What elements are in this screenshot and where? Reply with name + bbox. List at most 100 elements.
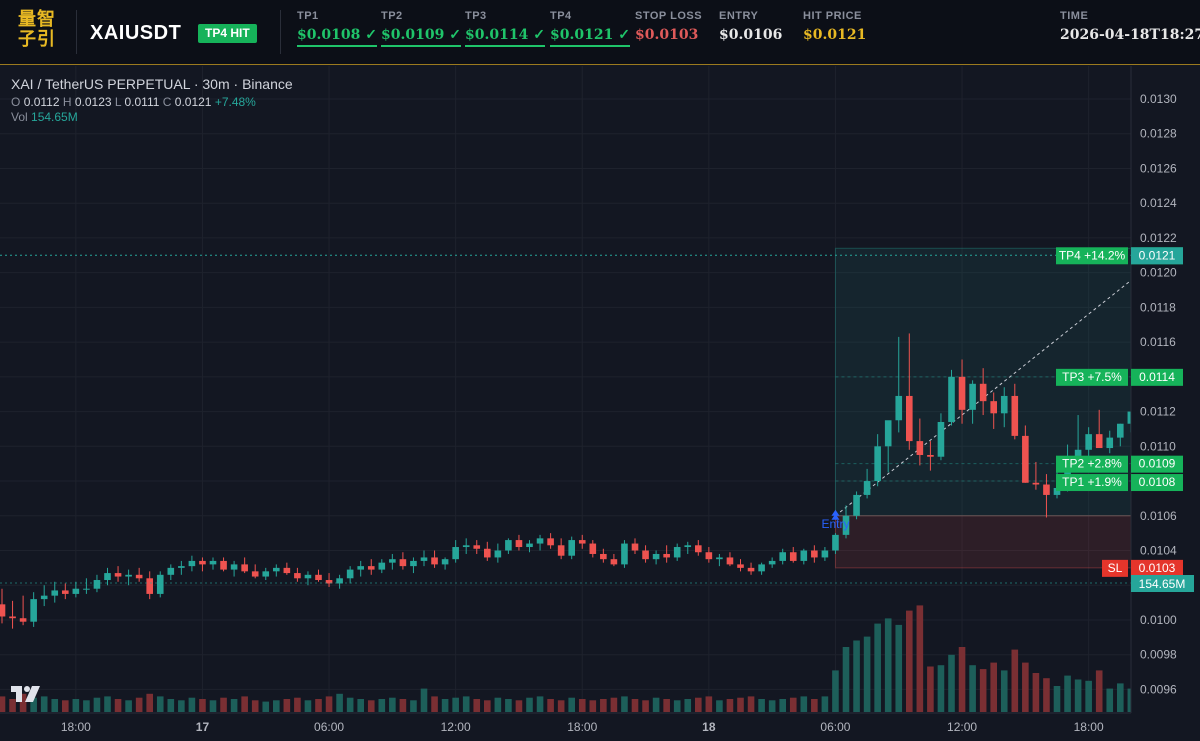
- candle-body: [51, 590, 59, 596]
- candle-body: [906, 395, 913, 442]
- level-tag: [1056, 247, 1128, 265]
- candle-body: [747, 567, 755, 572]
- volume-bar: [420, 688, 428, 712]
- volume-bar: [178, 700, 185, 712]
- price-tick-label: 0.0096: [1140, 682, 1177, 696]
- volume-bar: [526, 697, 533, 712]
- volume-readout: Vol 154.65M: [11, 110, 78, 124]
- volume-bar: [1117, 683, 1124, 712]
- time-tick-label: 06:00: [820, 720, 850, 734]
- price-tick-label: 0.0104: [1140, 544, 1177, 558]
- price-tick-label: 0.0106: [1140, 509, 1177, 523]
- volume-bar: [505, 699, 512, 712]
- volume-bar: [114, 699, 122, 712]
- volume-bar: [948, 654, 955, 712]
- candle-body: [336, 578, 343, 584]
- volume-bar: [156, 696, 164, 712]
- candle-body: [93, 580, 101, 589]
- candle-body: [610, 559, 618, 565]
- volume-bar: [874, 623, 881, 712]
- candle-body: [262, 571, 270, 577]
- volume-bar: [484, 700, 491, 712]
- volume-bar: [853, 640, 860, 712]
- volume-bar: [716, 700, 723, 712]
- candle-body: [188, 560, 196, 567]
- candle-body: [695, 545, 702, 553]
- logo-text: 量智: [18, 9, 56, 30]
- candle-body: [1022, 435, 1029, 483]
- candle-body: [1053, 487, 1061, 495]
- candle-body: [853, 494, 860, 516]
- volume-bar: [1053, 686, 1061, 712]
- volume-bar: [30, 697, 37, 712]
- candle-body: [146, 578, 153, 594]
- volume-bar: [51, 699, 59, 712]
- candle-body: [811, 550, 818, 558]
- candle-body: [104, 573, 111, 581]
- candle-body: [716, 557, 723, 560]
- candle-body: [874, 446, 881, 482]
- stat-label: TP4: [550, 10, 572, 22]
- candle-body: [600, 553, 607, 560]
- volume-bar: [737, 697, 744, 712]
- price-chart[interactable]: EntryTP 4 Hit0.01300.01280.01260.01240.0…: [0, 66, 1200, 741]
- candle-body: [19, 618, 27, 622]
- candle-body: [705, 552, 713, 560]
- candle-body: [1043, 484, 1050, 495]
- candle-body: [768, 560, 776, 565]
- price-tick-label: 0.0126: [1140, 161, 1177, 175]
- time-label: TIME: [1060, 10, 1089, 22]
- volume-tag-label: 154.65M: [1139, 577, 1186, 591]
- candle-body: [642, 550, 649, 560]
- brand-logo: 量智 子引: [14, 10, 60, 54]
- volume-bar: [747, 696, 755, 712]
- volume-bar: [758, 699, 765, 712]
- volume-bar: [1000, 670, 1008, 712]
- volume-bar: [0, 696, 6, 712]
- level-tag-label: SL: [1108, 561, 1123, 575]
- candle-body: [1085, 434, 1092, 450]
- price-tick-label: 0.0120: [1140, 266, 1177, 280]
- volume-bar: [104, 696, 111, 712]
- top-bar: 量智 子引 XAIUSDT TP4 HIT TP1 $0.0108 ✓ TP2 $0.0…: [0, 0, 1200, 65]
- volume-value: 154.65M: [31, 110, 78, 124]
- time-stat: TIME 2026-04-18T18:27: [1060, 10, 1200, 45]
- candle-body: [72, 588, 80, 594]
- volume-bar: [536, 696, 544, 712]
- volume-bar: [146, 693, 153, 712]
- volume-bar: [568, 697, 575, 712]
- candle-body: [389, 559, 396, 563]
- volume-bar: [1095, 670, 1103, 712]
- stat-label: TP1: [297, 10, 319, 22]
- stat-label: HIT PRICE: [803, 10, 862, 22]
- volume-bar: [378, 699, 386, 712]
- candle-body: [399, 559, 407, 567]
- candle-body: [125, 574, 132, 577]
- volume-bar: [695, 697, 702, 712]
- candle-body: [357, 566, 364, 570]
- volume-bar: [9, 699, 16, 712]
- loss-zone: [834, 515, 1177, 569]
- stat-value: $0.0121: [803, 27, 867, 43]
- price-tick-label: 0.0098: [1140, 648, 1177, 662]
- candle-body: [1032, 482, 1040, 485]
- volume-bar: [230, 699, 238, 712]
- time-tick-label: 18:00: [61, 720, 91, 734]
- time-tick-label: 18:00: [1074, 720, 1104, 734]
- chart-canvas[interactable]: EntryTP 4 Hit0.01300.01280.01260.01240.0…: [0, 66, 1200, 741]
- level-tag: [1102, 559, 1128, 577]
- volume-bar: [768, 700, 776, 712]
- volume-bar: [188, 697, 196, 712]
- change-value: +7.48%: [214, 95, 256, 109]
- candle-body: [462, 545, 470, 548]
- volume-bar: [600, 699, 607, 712]
- volume-bar: [1106, 688, 1114, 712]
- candle-body: [779, 552, 786, 561]
- close-label: C: [162, 95, 172, 109]
- high-value: 0.0123: [74, 95, 112, 109]
- volume-bar: [1085, 680, 1092, 712]
- level-price-label: 0.0114: [1139, 370, 1175, 384]
- price-tick-label: 0.0100: [1140, 613, 1177, 627]
- volume-bar: [547, 699, 554, 712]
- volume-bar: [958, 647, 966, 712]
